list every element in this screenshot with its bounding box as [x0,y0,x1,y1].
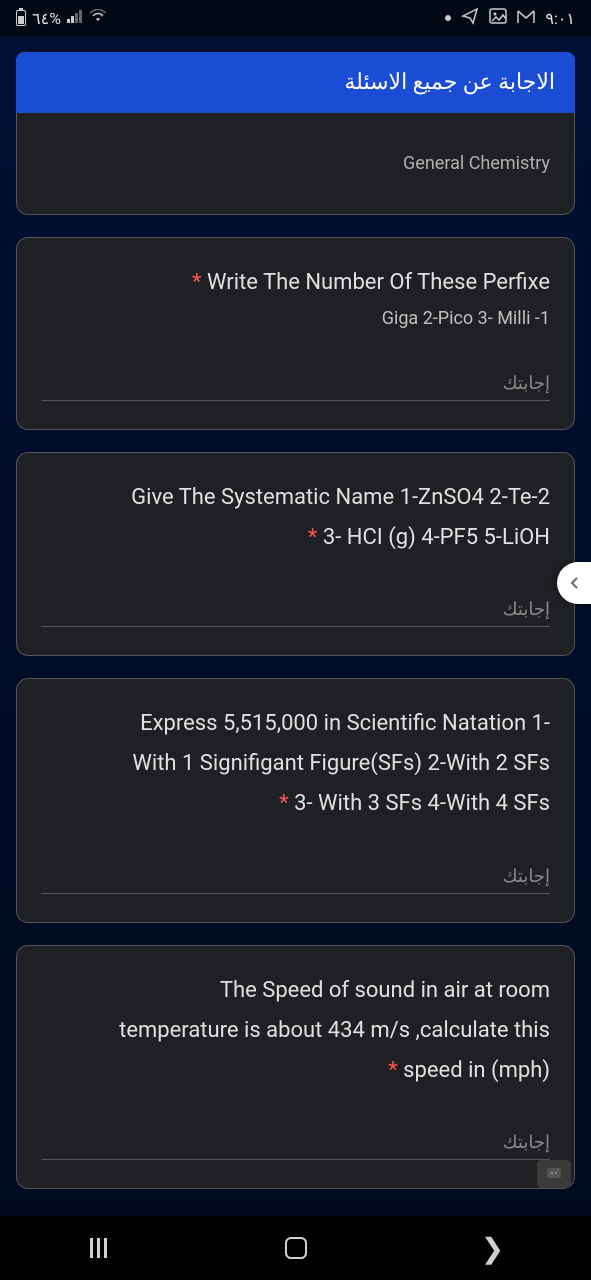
wifi-icon [89,9,107,27]
question-text-2: * 3- HCI (g) 4-PF5 5-LiOH [41,521,550,555]
signal-icon [67,9,83,27]
question-card: Give The Systematic Name 1-ZnSO4 2-Te-2 … [16,452,575,656]
question-text: * Write The Number Of These Perfixe [41,266,550,300]
form-subtitle: General Chemistry [403,153,550,174]
question-text-3: * speed in (mph) [41,1054,550,1088]
chevron-left-icon [568,576,580,590]
form-header: الاجابة عن جميع الاسئلة [16,52,575,113]
question-subtext: Giga 2-Pico 3- Milli -1 [41,308,550,329]
feedback-icon [546,1167,562,1181]
answer-input[interactable]: إجابتك [41,599,550,627]
battery-icon [16,10,26,26]
feedback-button[interactable] [537,1160,571,1188]
subtitle-card: General Chemistry [16,113,575,215]
required-star: * [388,1058,403,1083]
back-icon: ❯ [481,1232,504,1265]
status-left: ٦٤% [16,9,107,28]
answer-input[interactable]: إجابتك [41,866,550,894]
send-icon [461,7,479,29]
dot-icon [445,15,451,21]
question-text: Express 5,515,000 in Scientific Natation… [41,707,550,741]
content-area[interactable]: الاجابة عن جميع الاسئلة General Chemistr… [0,36,591,1216]
required-star: * [192,270,207,295]
question-text-2: With 1 Signifigant Figure(SFs) 2-With 2 … [41,747,550,781]
answer-input[interactable]: إجابتك [41,1132,550,1160]
question-card: Express 5,515,000 in Scientific Natation… [16,678,575,922]
nav-back-button[interactable]: ❯ [453,1228,533,1268]
image-icon [489,8,507,28]
side-tab-button[interactable] [557,562,591,604]
navigation-bar: ❯ [0,1216,591,1280]
question-text: The Speed of sound in air at room [41,974,550,1008]
status-right: ٩:٠١ [445,7,575,29]
nav-home-button[interactable] [256,1228,336,1268]
home-icon [285,1237,307,1259]
required-star: * [308,525,323,550]
required-star: * [279,791,294,816]
battery-percent: ٦٤% [32,9,61,28]
question-text-3: * 3- With 3 SFs 4-With 4 SFs [41,787,550,821]
answer-input[interactable]: إجابتك [41,373,550,401]
question-text-2: temperature is about 434 m/s ,calculate … [41,1014,550,1048]
question-text: Give The Systematic Name 1-ZnSO4 2-Te-2 [41,481,550,515]
gmail-icon [517,9,535,28]
clock-time: ٩:٠١ [545,9,575,28]
form-title: الاجابة عن جميع الاسئلة [344,70,555,95]
recents-icon [90,1238,107,1258]
question-card: * Write The Number Of These Perfixe Giga… [16,237,575,430]
nav-recents-button[interactable] [59,1228,139,1268]
question-card: The Speed of sound in air at room temper… [16,945,575,1189]
status-bar: ٦٤% ٩:٠١ [0,0,591,36]
